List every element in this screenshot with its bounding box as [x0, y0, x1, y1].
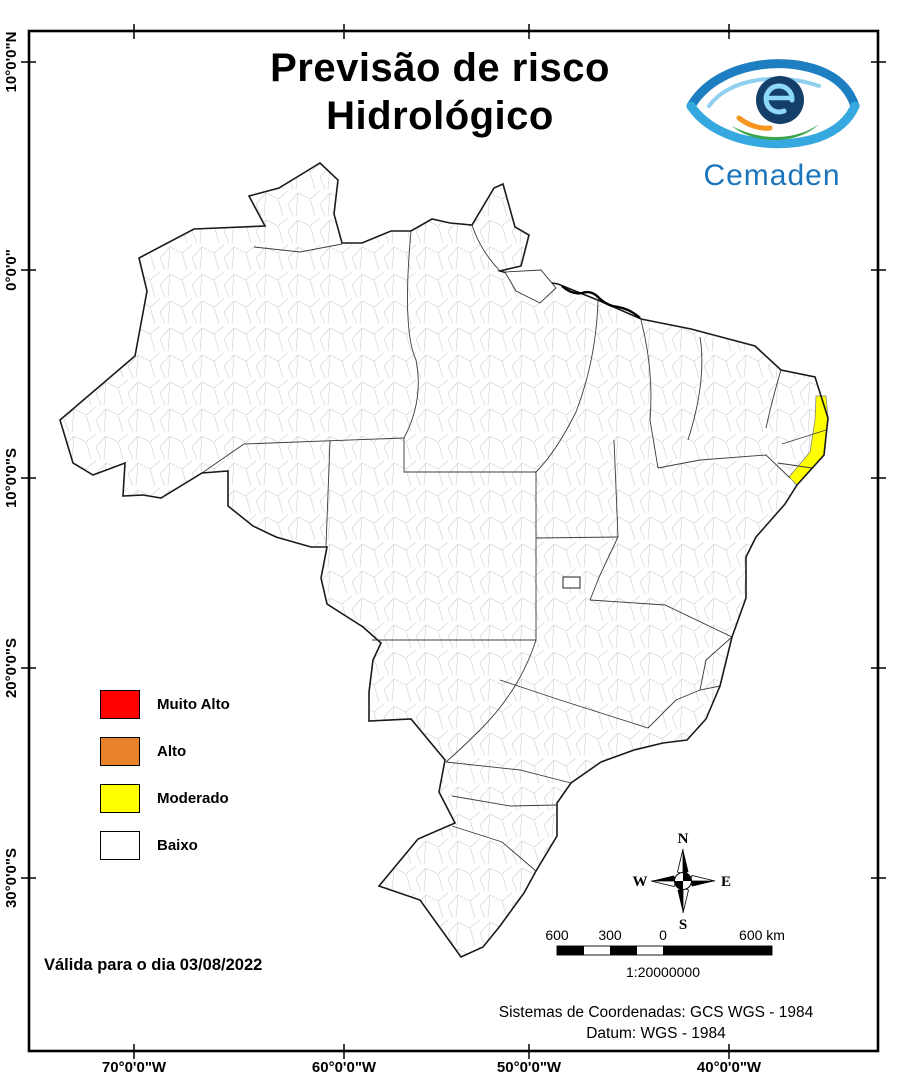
- coordinate-system-line: Sistemas de Coordenadas: GCS WGS - 1984: [498, 1004, 814, 1021]
- scale-label-600-left: 600: [545, 927, 569, 943]
- cemaden-eye-icon: [686, 59, 860, 149]
- legend-item-baixo: Baixo: [100, 831, 230, 860]
- lat-label-10n: 10°0'0"N: [3, 32, 20, 93]
- legend-swatch-baixo: [100, 831, 140, 860]
- title-line-1: Previsão de risco: [270, 46, 610, 90]
- scale-label-300: 300: [598, 927, 622, 943]
- compass-east-label: E: [721, 874, 731, 890]
- legend-item-alto: Alto: [100, 737, 230, 766]
- lat-label-20s: 20°0'0"S: [3, 638, 20, 698]
- legend-label-muito-alto: Muito Alto: [157, 696, 230, 713]
- compass-north-label: N: [678, 831, 689, 847]
- cemaden-logo: Cemaden: [676, 50, 868, 193]
- lat-label-10s: 10°0'0"S: [3, 448, 20, 508]
- scale-label-600-km: 600 km: [739, 927, 785, 943]
- legend-label-moderado: Moderado: [157, 790, 229, 807]
- legend-swatch-moderado: [100, 784, 140, 813]
- brazil-outline: [59, 161, 829, 958]
- scale-ratio: 1:20000000: [626, 964, 700, 980]
- legend-item-muito-alto: Muito Alto: [100, 690, 230, 719]
- legend-item-moderado: Moderado: [100, 784, 230, 813]
- graticule-ticks: [21, 24, 886, 1059]
- page-title: Previsão de risco Hidrológico: [160, 44, 720, 140]
- lon-label-50w: 50°0'0"W: [497, 1059, 562, 1076]
- state-boundaries: [201, 224, 827, 872]
- scale-bar: 600 300 0 600 km 1:20000000: [545, 927, 785, 980]
- north-coast-detail: [561, 285, 641, 319]
- title-line-2: Hidrológico: [326, 94, 554, 138]
- legend-label-alto: Alto: [157, 743, 187, 760]
- lat-label-0: 0°0'0": [3, 249, 20, 291]
- validity-date: Válida para o dia 03/08/2022: [44, 956, 263, 974]
- lon-label-70w: 70°0'0"W: [102, 1059, 167, 1076]
- lat-label-30s: 30°0'0"S: [3, 848, 20, 908]
- cemaden-wordmark: Cemaden: [703, 159, 841, 192]
- compass-rose: [650, 848, 716, 914]
- legend-swatch-muito-alto: [100, 690, 140, 719]
- compass-south-label: S: [679, 917, 687, 933]
- federal-district-outline: [562, 576, 581, 589]
- marajo-island: [504, 269, 557, 304]
- datum-line: Datum: WGS - 1984: [586, 1025, 726, 1042]
- compass-west-label: W: [633, 874, 648, 890]
- map-frame: [27, 29, 880, 1053]
- legend-label-baixo: Baixo: [157, 837, 198, 854]
- legend-swatch-alto: [100, 737, 140, 766]
- scale-label-0: 0: [659, 927, 667, 943]
- municipality-boundaries: [60, 163, 828, 957]
- risk-legend: Muito Alto Alto Moderado Baixo: [100, 690, 230, 860]
- lon-label-40w: 40°0'0"W: [697, 1059, 762, 1076]
- projection-note: Sistemas de Coordenadas: GCS WGS - 1984 …: [430, 1002, 882, 1044]
- lon-label-60w: 60°0'0"W: [312, 1059, 377, 1076]
